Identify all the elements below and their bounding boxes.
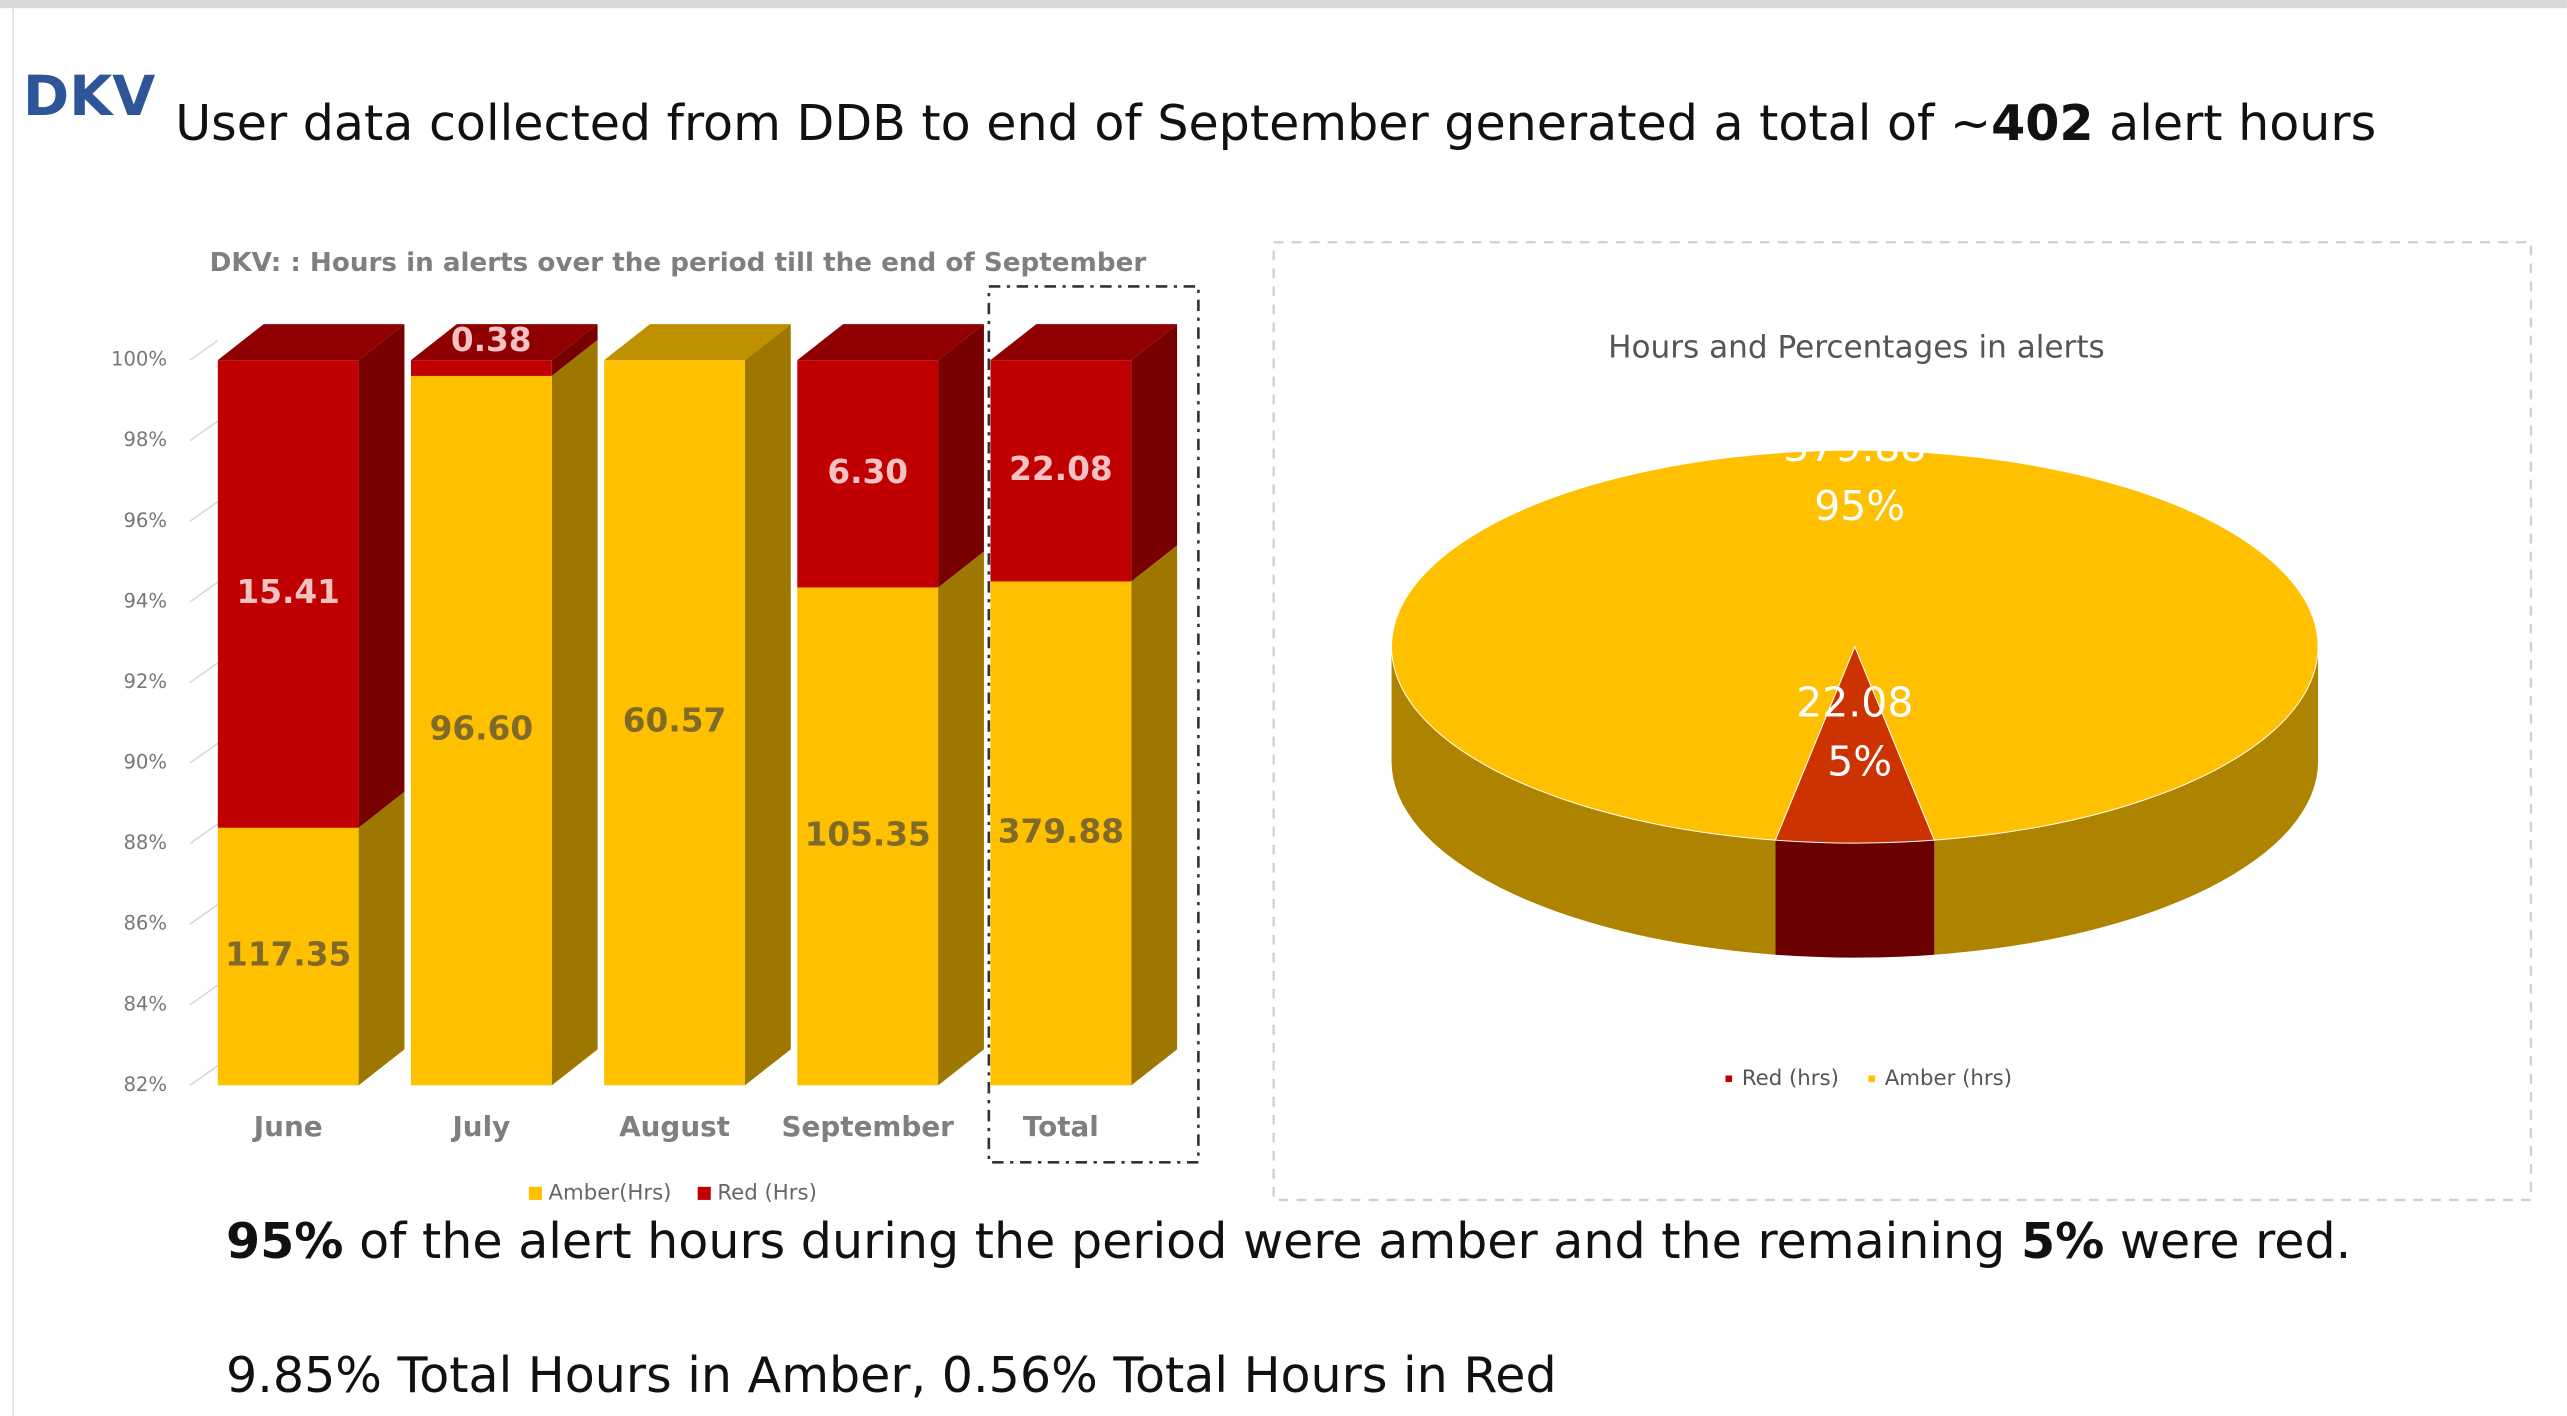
footer-part: were red. (2104, 1212, 2351, 1270)
footer-summary: 95% of the alert hours during the period… (226, 1212, 2351, 1270)
y-tick-label: 86% (123, 912, 167, 935)
bar-value-label: 379.88 (998, 812, 1124, 850)
legend-swatch (697, 1186, 711, 1200)
x-tick-label: June (252, 1110, 323, 1143)
grid-line (189, 662, 219, 684)
grid-line (189, 339, 219, 361)
bar-segment (990, 581, 1132, 1086)
legend-label: Red (hrs) (1742, 1066, 1839, 1091)
x-tick-label: July (450, 1110, 510, 1143)
grid-line (189, 420, 219, 442)
footer-part: of the alert hours during the period wer… (344, 1212, 2021, 1270)
bar-side (551, 324, 598, 376)
grid-line (189, 1065, 219, 1086)
total-highlight-box (987, 285, 1200, 1164)
pie-side (1775, 840, 1935, 958)
y-tick-label: 90% (123, 751, 167, 774)
bar-segment (604, 360, 745, 1086)
bar-side (744, 324, 791, 1086)
bar-side (358, 324, 405, 828)
pie-percent-label: 95% (1814, 482, 1905, 530)
bar-value-label: 96.60 (430, 710, 534, 748)
bar-side (358, 791, 405, 1086)
grid-line (189, 823, 219, 845)
grid-line (189, 500, 219, 522)
header-title: User data collected from DDB to end of S… (175, 94, 2376, 152)
legend-swatch (1868, 1075, 1875, 1083)
bar-side (551, 339, 598, 1086)
y-tick-label: 82% (123, 1073, 167, 1096)
pie-side (1934, 646, 2319, 955)
bar-segment (410, 360, 552, 376)
bar-segment (797, 587, 939, 1086)
x-tick-label: Total (1023, 1110, 1099, 1143)
pie-chart-title: Hours and Percentages in alerts (1608, 330, 2105, 366)
bar-segment (797, 360, 939, 588)
bar-value-label: 0.38 (451, 321, 532, 359)
bar-side (938, 551, 984, 1086)
top-strip (0, 0, 2567, 9)
footer-note: 9.85% Total Hours in Amber, 0.56% Total … (226, 1346, 1557, 1404)
grid-line (189, 581, 219, 603)
y-tick-label: 92% (123, 670, 167, 693)
bar-value-label: 22.08 (1009, 450, 1113, 488)
bar-top (217, 324, 405, 361)
pie-side (1391, 646, 1776, 955)
bar-segment (217, 827, 359, 1086)
footer-bold: 95% (226, 1212, 344, 1270)
pie-value-label: 22.08 (1796, 679, 1913, 727)
bar-side (938, 324, 984, 588)
bar-side (1131, 545, 1178, 1086)
y-tick-label: 94% (123, 589, 167, 612)
pie-chart-frame (1272, 241, 2533, 1202)
y-tick-label: 88% (123, 831, 167, 854)
pie-slice (1774, 645, 1936, 844)
bar-top (797, 324, 984, 361)
bar-value-label: 15.41 (236, 573, 339, 611)
legend-label: Amber (hrs) (1885, 1066, 2012, 1091)
bar-segment (990, 360, 1132, 582)
bar-top (990, 324, 1178, 361)
pie-value-label: 379.88 (1783, 423, 1926, 471)
y-tick-label: 98% (123, 428, 167, 451)
grid-line (189, 903, 219, 925)
bar-segment (217, 360, 359, 828)
grid-line (189, 984, 219, 1006)
bar-segment (410, 375, 552, 1086)
header-label: DKV (23, 64, 155, 129)
y-tick-label: 100% (111, 348, 167, 371)
legend-swatch (528, 1186, 542, 1200)
legend-label: Red (Hrs) (717, 1180, 817, 1205)
bar-side (1131, 324, 1178, 582)
header-title-bold: 402 (1991, 94, 2093, 152)
x-tick-label: August (619, 1110, 730, 1143)
x-tick-label: September (781, 1110, 954, 1143)
pie-slice (1391, 449, 2319, 841)
bar-top (410, 324, 598, 361)
y-tick-label: 96% (123, 509, 167, 532)
bar-value-label: 117.35 (225, 936, 351, 974)
legend-label: Amber(Hrs) (548, 1180, 671, 1205)
footer-bold: 5% (2021, 1212, 2104, 1270)
grid-line (189, 742, 219, 764)
bar-top (604, 324, 791, 361)
bar-value-label: 6.30 (827, 453, 908, 491)
bar-value-label: 60.57 (623, 702, 727, 740)
header-title-part: alert hours (2094, 94, 2377, 152)
bar-value-label: 105.35 (805, 815, 931, 853)
header-title-part: User data collected from DDB to end of S… (175, 94, 1991, 152)
bar-chart-title: DKV: : Hours in alerts over the period t… (210, 248, 1147, 278)
legend-swatch (1725, 1075, 1733, 1083)
pie-percent-label: 5% (1827, 737, 1892, 785)
y-tick-label: 84% (123, 992, 167, 1015)
